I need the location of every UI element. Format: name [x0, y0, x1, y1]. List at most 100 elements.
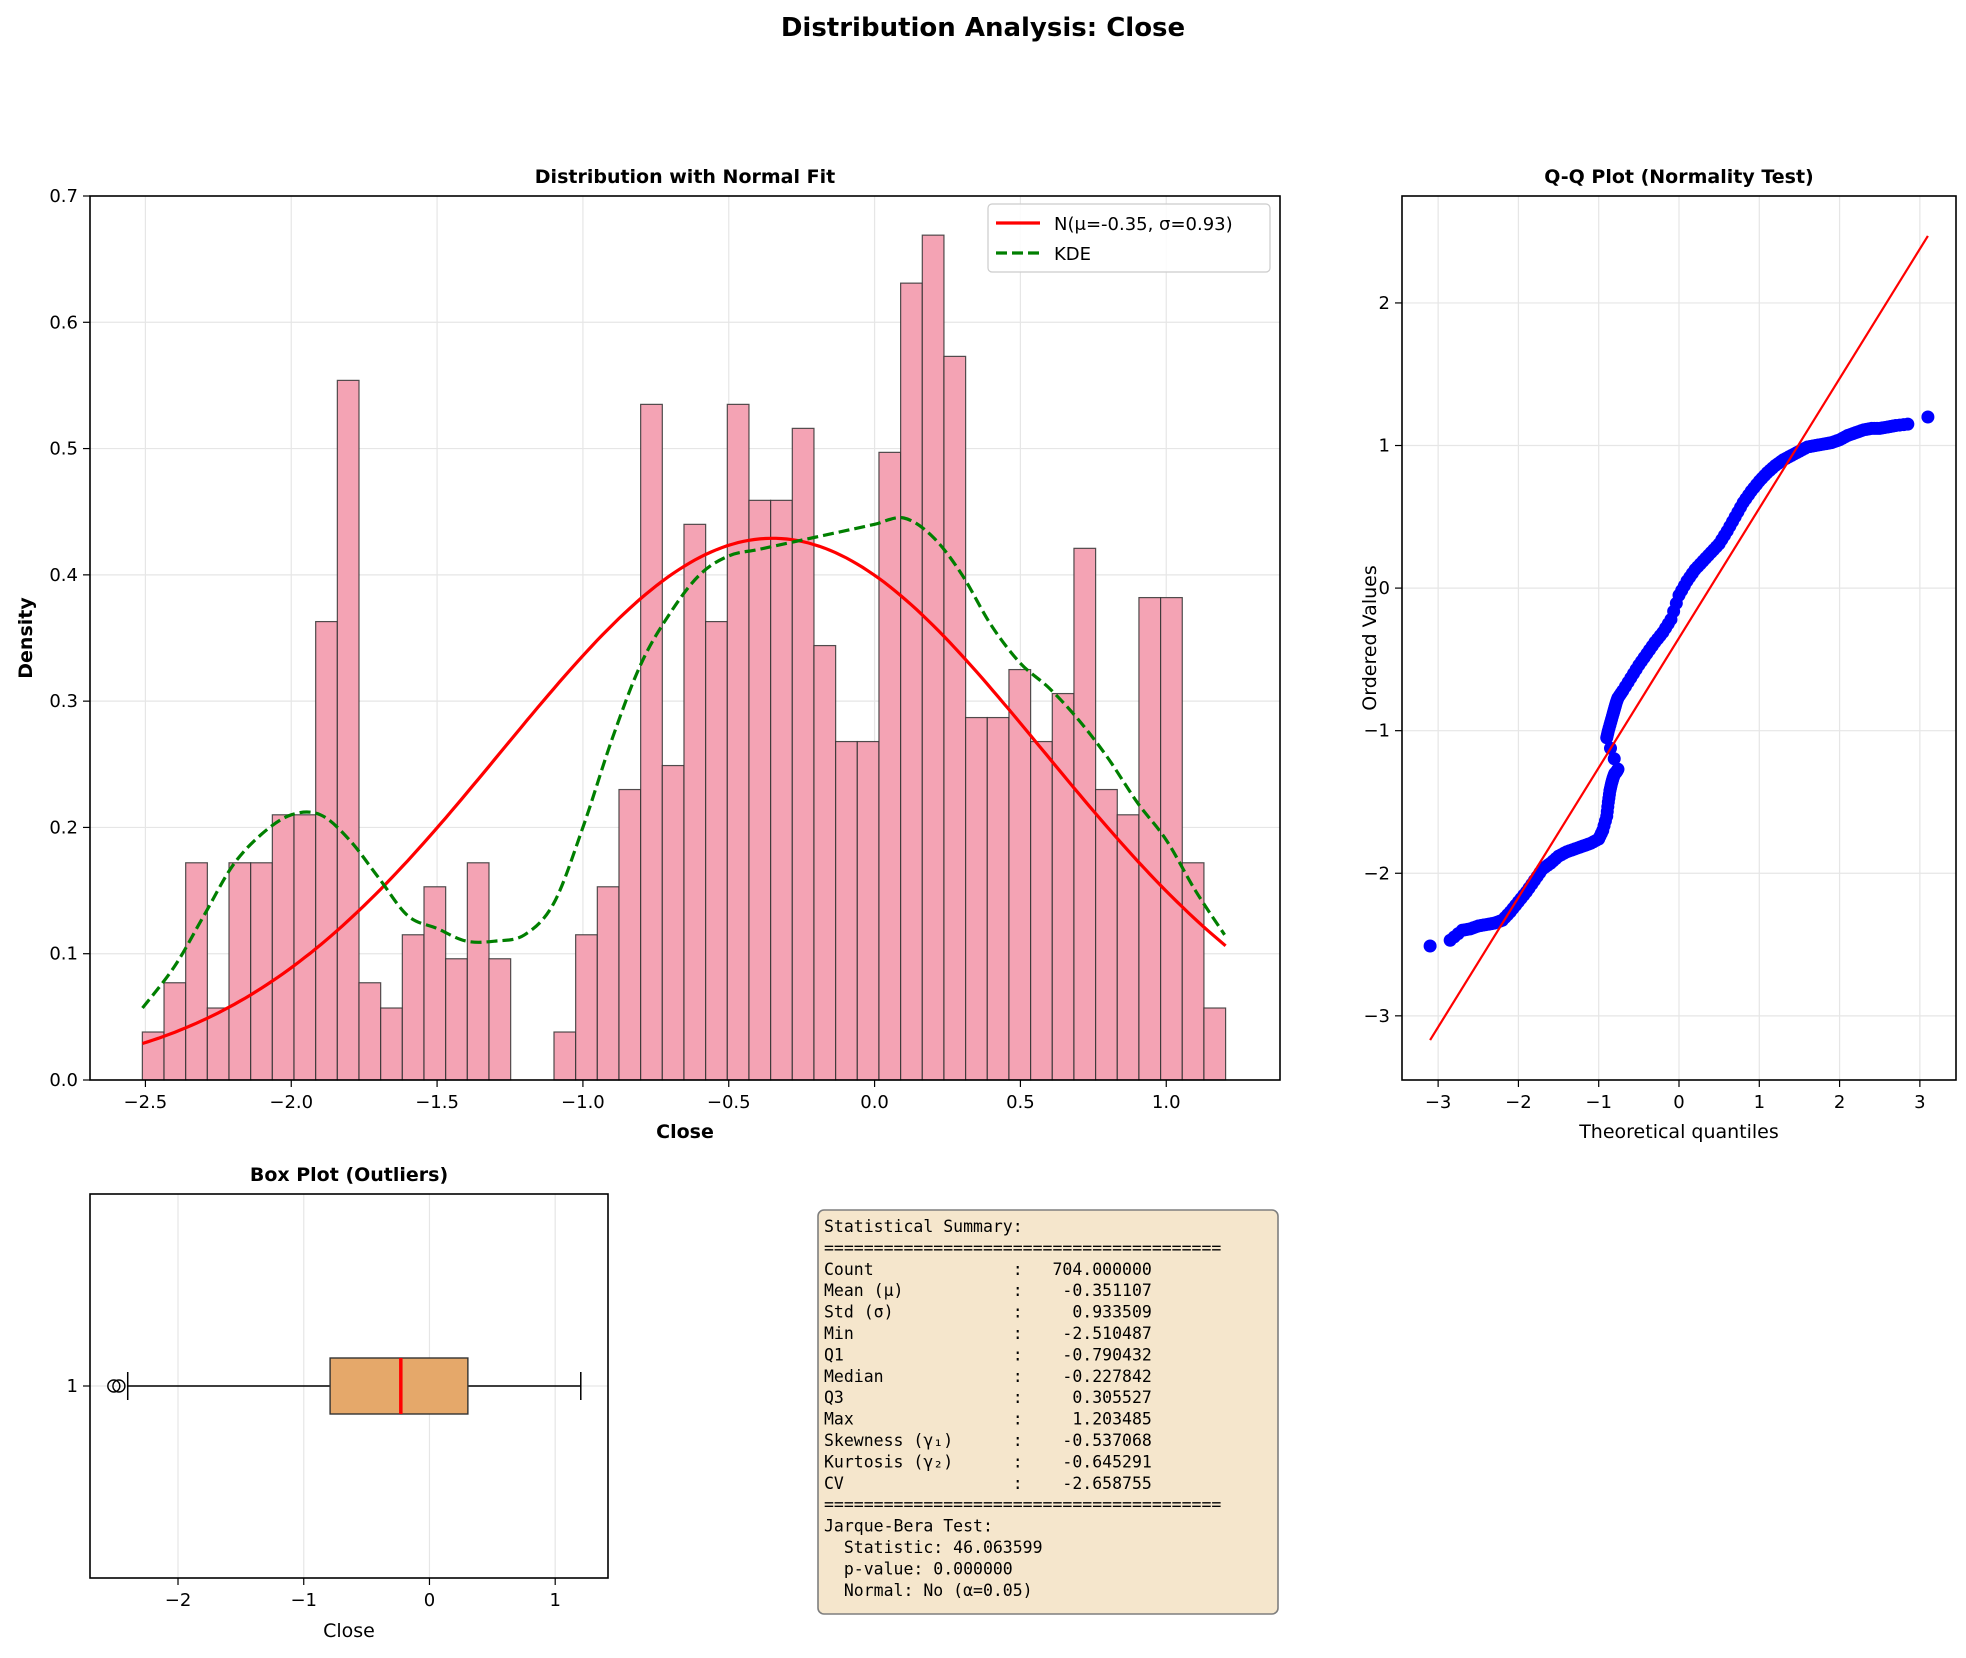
box-ytick-label: 1	[67, 1376, 78, 1397]
hist-bar	[618, 788, 642, 1081]
stats-summary-line: ========================================	[824, 1495, 1221, 1514]
qq-ytick-label: −3	[1363, 1006, 1390, 1027]
hist-bar	[445, 958, 468, 1081]
legend-normal-label: N(μ=-0.35, σ=0.93)	[1054, 214, 1233, 235]
hist-bar	[900, 282, 923, 1081]
hist-bar	[835, 740, 858, 1081]
hist-ytick-label: 0.7	[49, 186, 78, 207]
box-xtick-label: 1	[549, 1590, 560, 1611]
hist-xtick-label: 0.0	[860, 1092, 889, 1113]
hist-xticks: −2.5 −2.0 −1.5 −1.0 −0.5 0.0 0.5 1.0	[124, 1080, 1181, 1113]
qq-xtick-label: 0	[1673, 1092, 1684, 1113]
hist-bars	[141, 234, 1227, 1081]
hist-bar	[1116, 814, 1140, 1081]
qq-xtick-label: 1	[1754, 1092, 1765, 1113]
stats-summary-line: Statistic: 46.063599	[824, 1538, 1043, 1557]
stats-summary-line: Kurtosis (γ₂) : -0.645291	[824, 1452, 1152, 1471]
hist-axes-frame	[89, 195, 1281, 1081]
box-xticks: −2 −1 0 1	[165, 1578, 561, 1611]
hist-bar	[358, 982, 382, 1081]
hist-ytick-label: 0.4	[49, 565, 78, 586]
box-xlabel: Close	[323, 1620, 375, 1642]
hist-bar	[423, 886, 447, 1081]
box-iqr	[329, 1357, 469, 1415]
hist-bar	[1051, 692, 1075, 1081]
hist-xtick-label: −0.5	[707, 1092, 751, 1113]
stats-summary-line: Statistical Summary:	[824, 1217, 1023, 1236]
stats-summary-background	[817, 1209, 1279, 1615]
qq-ytick-label: 2	[1379, 293, 1390, 314]
stats-summary-line: Jarque-Bera Test:	[824, 1517, 993, 1536]
qq-xticks: −3 −2 −1 0 1 2 3	[1425, 1080, 1926, 1113]
hist-xtick-label: 0.5	[1006, 1092, 1035, 1113]
stats-summary-line: Mean (μ) : -0.351107	[824, 1281, 1152, 1300]
qq-ytick-label: 1	[1379, 436, 1390, 457]
hist-bar	[228, 862, 252, 1081]
hist-ytick-label: 0.5	[49, 439, 78, 460]
box-elements	[107, 1357, 582, 1415]
qq-xtick-label: 2	[1834, 1092, 1845, 1113]
hist-bar	[770, 499, 793, 1081]
hist-ytick-label: 0.6	[49, 312, 78, 333]
hist-bar	[726, 403, 750, 1081]
hist-bar	[921, 234, 945, 1081]
stats-summary-line: Min : -2.510487	[824, 1324, 1152, 1343]
box-xtick-label: −1	[290, 1590, 317, 1611]
hist-bar	[1073, 547, 1097, 1081]
qq-xtick-label: −1	[1585, 1092, 1612, 1113]
hist-bar	[943, 355, 967, 1081]
box-xtick-label: −2	[165, 1590, 192, 1611]
hist-bar	[466, 862, 490, 1081]
hist-bar	[206, 1007, 230, 1081]
qq-point	[1611, 762, 1625, 776]
hist-bar	[661, 764, 685, 1081]
box-xtick-label: 0	[424, 1590, 435, 1611]
box-panel: −2 −1 0 1 1 Box Plot (Outliers) Close	[67, 1164, 609, 1642]
normal-fit-curve	[141, 536, 1227, 1046]
hist-bar	[640, 403, 663, 1081]
hist-title: Distribution with Normal Fit	[535, 166, 835, 188]
qq-point	[1423, 939, 1437, 953]
hist-ytick-label: 0.1	[49, 944, 78, 965]
qq-point	[1901, 417, 1915, 431]
qq-grid	[1402, 196, 1956, 1080]
hist-lines	[141, 515, 1227, 1046]
stats-summary-line: Std (σ) : 0.933509	[824, 1303, 1152, 1322]
hist-ytick-label: 0.3	[49, 691, 78, 712]
hist-xtick-label: −2.5	[124, 1092, 168, 1113]
legend-kde-label: KDE	[1054, 244, 1091, 265]
box-outlier-point	[107, 1379, 121, 1393]
hist-legend: N(μ=-0.35, σ=0.93) KDE	[987, 203, 1271, 273]
hist-xtick-label: −1.5	[415, 1092, 459, 1113]
hist-ytick-label: 0.0	[49, 1070, 78, 1091]
hist-xlabel: Close	[656, 1121, 714, 1143]
qq-yticks: −3 −2 −1 0 1 2	[1363, 293, 1402, 1027]
hist-bar	[1138, 596, 1162, 1081]
hist-bar	[1030, 740, 1053, 1081]
hist-ytick-label: 0.2	[49, 817, 78, 838]
qq-xtick-label: −3	[1425, 1092, 1452, 1113]
hist-bar	[596, 886, 620, 1081]
stats-summary-line: Skewness (γ₁) : -0.537068	[824, 1431, 1152, 1450]
qq-xtick-label: 3	[1914, 1092, 1925, 1113]
stats-summary-box: Statistical Summary: ====================…	[817, 1209, 1279, 1615]
hist-bar	[553, 1031, 577, 1081]
hist-bar	[271, 814, 295, 1081]
hist-bar	[748, 499, 772, 1081]
stats-summary-line: Normal: No (α=0.05)	[824, 1581, 1033, 1600]
hist-bar	[791, 427, 815, 1081]
hist-bar	[856, 740, 880, 1081]
qq-fit-line	[1429, 235, 1929, 1041]
hist-bar	[575, 934, 598, 1081]
box-yticks: 1	[67, 1376, 90, 1397]
hist-bar	[1181, 862, 1205, 1081]
stats-summary-line: Q3 : 0.305527	[824, 1388, 1152, 1407]
hist-ylabel: Density	[15, 597, 37, 679]
hist-yticks: 0.0 0.1 0.2 0.3 0.4 0.5 0.6 0.7	[49, 186, 90, 1091]
stats-summary-line: Median : -0.227842	[824, 1367, 1152, 1386]
stats-summary-line: Count : 704.000000	[824, 1260, 1152, 1279]
qq-ytick-label: −1	[1363, 721, 1390, 742]
hist-bar	[336, 379, 360, 1081]
hist-bar	[185, 862, 208, 1081]
